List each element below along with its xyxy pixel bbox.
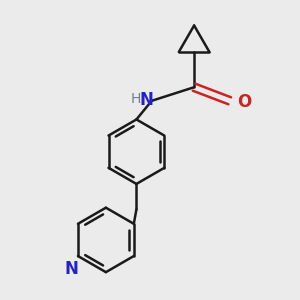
Text: H: H — [130, 92, 141, 106]
Text: N: N — [140, 91, 153, 109]
Text: O: O — [237, 94, 251, 112]
Text: N: N — [65, 260, 79, 278]
